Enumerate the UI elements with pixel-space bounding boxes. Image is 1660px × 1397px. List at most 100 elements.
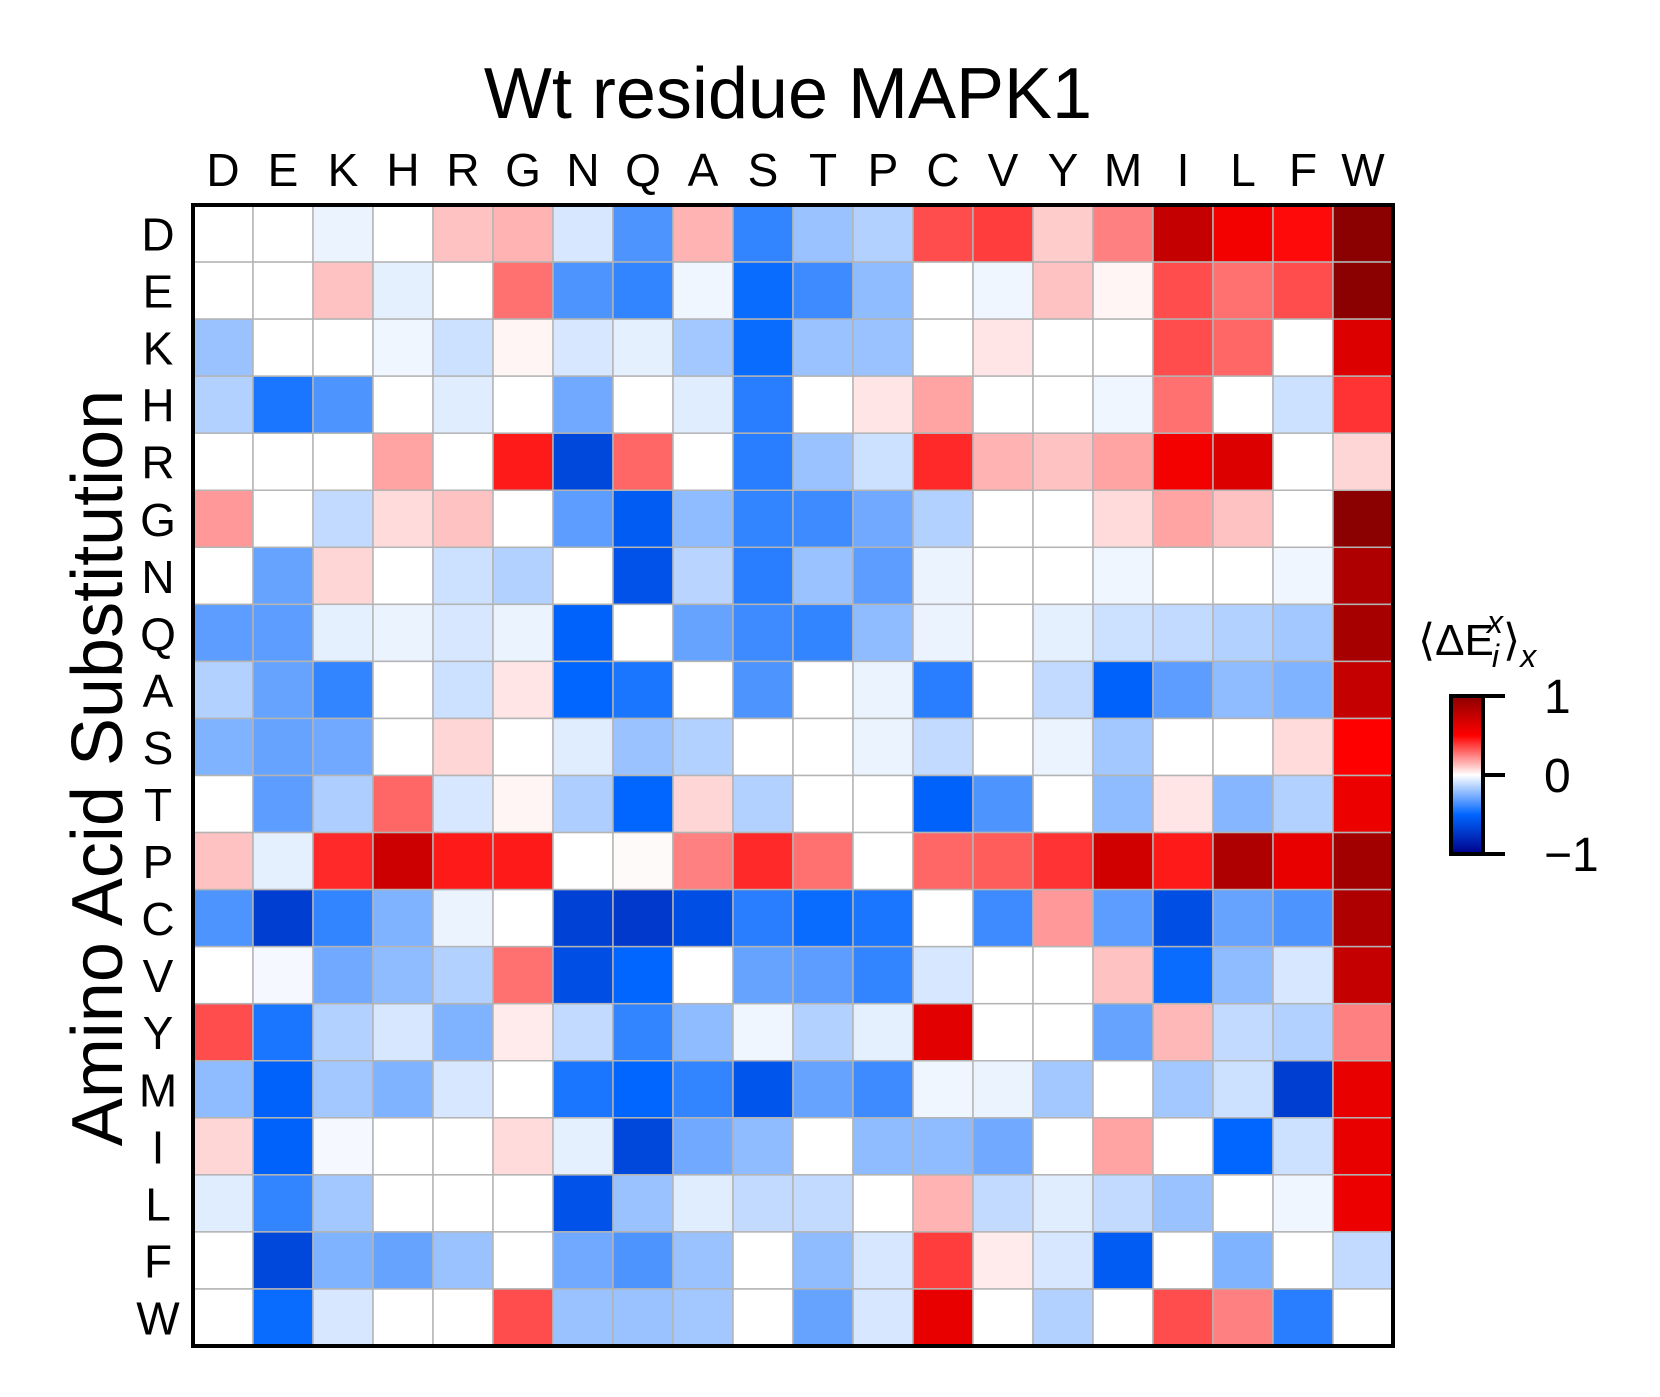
heatmap-cell: [192, 888, 254, 948]
heatmap-cell: [372, 603, 434, 663]
heatmap-cell: [852, 546, 914, 606]
heatmap-cell: [312, 1174, 374, 1233]
heatmap-cell: [1272, 717, 1334, 777]
heatmap-cell: [852, 1231, 914, 1290]
heatmap-cell: [1032, 1231, 1094, 1290]
heatmap-cell: [912, 1231, 974, 1290]
heatmap-cell: [192, 1060, 254, 1119]
heatmap-cell: [912, 546, 974, 606]
heatmap-cell: [612, 1174, 674, 1233]
heatmap-cell: [252, 489, 314, 549]
heatmap-cell: [672, 318, 734, 377]
heatmap-cell: [312, 1060, 374, 1119]
heatmap-cell: [612, 1060, 674, 1119]
heatmap-cell: [192, 1231, 254, 1290]
heatmap-cell: [972, 489, 1034, 549]
heatmap-cell: [732, 546, 794, 606]
heatmap-cell: [1092, 261, 1154, 320]
heatmap-cell: [1332, 831, 1394, 891]
heatmap-cell: [792, 1288, 854, 1347]
heatmap-cell: [1152, 888, 1214, 948]
heatmap-cell: [252, 603, 314, 663]
heatmap-cell: [792, 1117, 854, 1176]
heatmap-cell: [912, 432, 974, 492]
heatmap-cell: [552, 261, 614, 320]
y-tick-label: C: [141, 893, 174, 945]
heatmap-cell: [1272, 831, 1334, 891]
heatmap-cell: [372, 831, 434, 891]
heatmap-cell: [1272, 204, 1334, 263]
heatmap-cell: [252, 204, 314, 263]
heatmap-cell: [552, 375, 614, 434]
heatmap-cell: [1092, 717, 1154, 777]
x-tick-label: D: [206, 144, 239, 196]
heatmap-cell: [192, 603, 254, 663]
heatmap-cell: [1212, 717, 1274, 777]
y-tick-label: K: [143, 323, 174, 375]
heatmap-cell: [732, 1288, 794, 1347]
heatmap-cell: [732, 945, 794, 1005]
heatmap-cell: [192, 261, 254, 320]
x-tick-label: I: [1177, 144, 1190, 196]
heatmap-cell: [1212, 1060, 1274, 1119]
x-tick-label: K: [328, 144, 359, 196]
chart-title: Wt residue MAPK1: [484, 54, 1092, 134]
heatmap-cell: [312, 1117, 374, 1176]
heatmap-cell: [1212, 546, 1274, 606]
y-tick-label: L: [145, 1178, 171, 1230]
heatmap-cell: [852, 1174, 914, 1233]
heatmap-cell: [1332, 774, 1394, 834]
heatmap-cell: [1272, 432, 1334, 492]
heatmap-cell: [852, 1117, 914, 1176]
heatmap-cell: [1032, 717, 1094, 777]
heatmap-cell: [1332, 1231, 1394, 1290]
heatmap-cell: [912, 1002, 974, 1062]
heatmap-cell: [1152, 432, 1214, 492]
heatmap-cell: [492, 204, 554, 263]
heatmap-cell: [432, 546, 494, 606]
heatmap-cell: [1212, 1002, 1274, 1062]
heatmap-cell: [792, 261, 854, 320]
heatmap-cell: [612, 1117, 674, 1176]
heatmap-cell: [312, 1231, 374, 1290]
heatmap-cell: [312, 1002, 374, 1062]
heatmap-cell: [372, 261, 434, 320]
heatmap-cell: [852, 1002, 914, 1062]
heatmap-cell: [612, 774, 674, 834]
y-axis-label: Amino Acid Substitution: [58, 390, 138, 1146]
heatmap-cell: [372, 546, 434, 606]
heatmap-cell: [492, 603, 554, 663]
heatmap-cell: [252, 1060, 314, 1119]
heatmap-cell: [552, 1174, 614, 1233]
heatmap-cell: [432, 204, 494, 263]
heatmap-cell: [792, 375, 854, 434]
heatmap-cell: [852, 945, 914, 1005]
heatmap-cell: [1272, 375, 1334, 434]
heatmap-cell: [372, 1174, 434, 1233]
heatmap-cell: [612, 204, 674, 263]
x-tick-label: S: [748, 144, 779, 196]
heatmap-cell: [492, 831, 554, 891]
colorbar-label: ⟨ΔEix⟩x: [1418, 604, 1537, 674]
heatmap-cell: [432, 1288, 494, 1347]
heatmap-cell: [852, 603, 914, 663]
heatmap-cell: [1152, 774, 1214, 834]
heatmap-cell: [912, 888, 974, 948]
heatmap-cell: [672, 1174, 734, 1233]
heatmap-cell: [552, 888, 614, 948]
heatmap-cell: [432, 603, 494, 663]
heatmap-cell: [1152, 1174, 1214, 1233]
x-tick-label: R: [446, 144, 479, 196]
heatmap-cell: [612, 1288, 674, 1347]
heatmap-cell: [312, 717, 374, 777]
heatmap-cell: [552, 318, 614, 377]
heatmap-cell: [1272, 1174, 1334, 1233]
heatmap-cell: [972, 546, 1034, 606]
heatmap-cell: [552, 1288, 614, 1347]
heatmap-cell: [1152, 318, 1214, 377]
heatmap-cell: [552, 432, 614, 492]
heatmap-cell: [672, 888, 734, 948]
heatmap-cell: [672, 660, 734, 720]
colorbar-label-sup: x: [1485, 604, 1504, 640]
x-tick-label: T: [809, 144, 837, 196]
